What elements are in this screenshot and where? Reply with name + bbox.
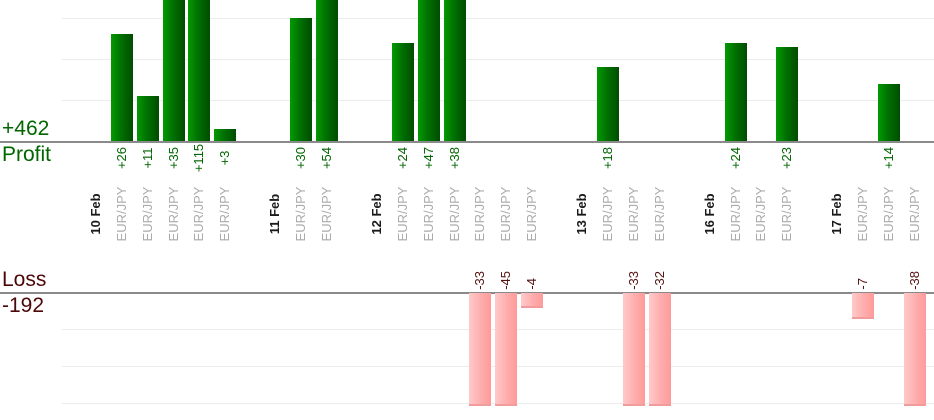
symbol-label: EUR/JPY xyxy=(625,186,641,242)
symbol-label: EUR/JPY xyxy=(881,186,896,242)
symbol-label: EUR/JPY xyxy=(498,186,514,242)
loss-bar xyxy=(852,293,875,319)
profit-bar xyxy=(162,0,185,141)
symbol-label: EUR/JPY xyxy=(191,186,207,242)
symbol-label: EUR/JPY xyxy=(472,186,488,242)
profit-value-label: +24 xyxy=(727,146,743,170)
profit-bar xyxy=(136,96,159,141)
loss-value-label: -33 xyxy=(472,271,488,290)
profit-bar xyxy=(417,0,440,141)
profit-value-label: +38 xyxy=(446,146,462,170)
symbol-label: EUR/JPY xyxy=(779,186,795,242)
profit-bar xyxy=(392,43,414,141)
symbol-label: EUR/JPY xyxy=(420,186,436,242)
symbol-label: EUR/JPY xyxy=(139,186,155,242)
profit-bar xyxy=(724,43,747,141)
loss-value-label: -4 xyxy=(524,278,539,290)
profit-value-label: +24 xyxy=(395,146,410,170)
date-label: 11 Feb xyxy=(267,193,283,235)
profit-value-label: +30 xyxy=(293,146,309,170)
profit-bar xyxy=(878,84,900,141)
profit-bar xyxy=(290,18,313,141)
loss-value-label: -33 xyxy=(625,271,641,290)
gridline xyxy=(62,18,934,19)
symbol-label: EUR/JPY xyxy=(753,186,769,242)
symbol-label: EUR/JPY xyxy=(524,186,539,242)
symbol-label: EUR/JPY xyxy=(446,186,462,242)
profit-bar xyxy=(443,0,466,141)
profit-value-label: +18 xyxy=(600,146,615,170)
symbol-label: EUR/JPY xyxy=(217,186,233,242)
loss-value-label: -32 xyxy=(651,271,667,290)
loss-bar xyxy=(648,293,671,406)
profit-bar xyxy=(597,67,619,141)
symbol-label: EUR/JPY xyxy=(600,186,615,242)
profit-value-label: +54 xyxy=(319,146,334,170)
profit-value-label: +115 xyxy=(191,143,207,173)
profit-panel-label: Profit xyxy=(2,143,52,166)
loss-value-label: -45 xyxy=(498,271,514,290)
date-label: 13 Feb xyxy=(574,193,589,235)
date-label: 16 Feb xyxy=(701,193,717,235)
date-label: 12 Feb xyxy=(369,193,384,235)
loss-axis-line xyxy=(0,292,934,294)
loss-total: -192 xyxy=(2,294,45,317)
loss-panel-label: Loss xyxy=(2,268,47,291)
loss-bar xyxy=(622,293,645,406)
loss-value-label: -38 xyxy=(906,271,922,290)
symbol-label: EUR/JPY xyxy=(855,186,871,242)
profit-value-label: +23 xyxy=(779,146,795,170)
symbol-label: EUR/JPY xyxy=(727,186,743,242)
symbol-label: EUR/JPY xyxy=(293,186,309,242)
loss-bar xyxy=(903,293,926,406)
profit-bar xyxy=(188,0,211,141)
profit-value-label: +14 xyxy=(881,146,896,170)
profit-total: +462 xyxy=(2,117,50,140)
loss-bar xyxy=(495,293,518,406)
profit-bar xyxy=(111,34,133,141)
loss-value-label: -7 xyxy=(855,278,871,290)
profit-bar xyxy=(316,0,338,141)
symbol-label: EUR/JPY xyxy=(906,186,922,242)
gridline xyxy=(62,100,934,101)
symbol-label: EUR/JPY xyxy=(114,186,129,242)
date-label: 10 Feb xyxy=(88,193,103,235)
symbol-label: EUR/JPY xyxy=(165,186,181,242)
profit-value-label: +35 xyxy=(165,146,181,170)
profit-value-label: +26 xyxy=(114,146,129,170)
profit-axis-line xyxy=(0,141,934,143)
gridline xyxy=(62,59,934,60)
loss-bar xyxy=(521,293,543,308)
symbol-label: EUR/JPY xyxy=(395,186,410,242)
profit-value-label: +3 xyxy=(217,150,233,166)
profit-bar xyxy=(776,47,799,141)
symbol-label: EUR/JPY xyxy=(319,186,334,242)
profit-value-label: +47 xyxy=(420,146,436,170)
profit-value-label: +11 xyxy=(139,147,155,169)
profit-bar xyxy=(214,129,237,141)
date-label: 17 Feb xyxy=(829,193,845,235)
loss-bar xyxy=(469,293,492,406)
symbol-label: EUR/JPY xyxy=(651,186,667,242)
